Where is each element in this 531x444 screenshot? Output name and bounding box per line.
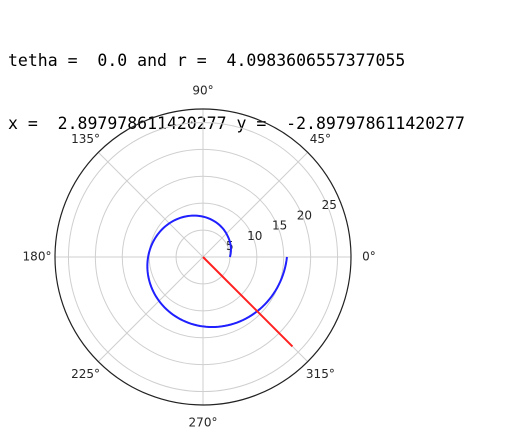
console-line-2: x = 2.897978611420277 y = -2.89797861142… [8,114,465,133]
angular-grid-line [97,256,204,363]
angle-tick-label: 90° [192,84,213,98]
spiral-series-line [146,214,288,329]
polar-frame [54,108,352,406]
radial-tick-label: 25 [322,198,337,212]
radial-tick-label: 20 [297,208,312,222]
angle-tick-label: 45° [310,132,331,146]
radial-tick-label: 15 [272,219,287,233]
angle-tick-label: 315° [306,367,335,381]
angular-grid-line [202,151,309,258]
angle-tick-label: 270° [189,416,218,430]
console-output: tetha = 0.0 and r = 4.0983606557377055 x… [8,8,465,155]
angular-grid-line [97,151,204,258]
radial-tick-label: 10 [247,229,262,243]
angle-tick-label: 225° [71,367,100,381]
angle-tick-label: 135° [71,132,100,146]
angle-tick-label: 180° [23,250,52,264]
angle-line-series [202,256,294,348]
angle-tick-label: 0° [362,250,376,264]
console-line-1: tetha = 0.0 and r = 4.0983606557377055 [8,51,406,70]
